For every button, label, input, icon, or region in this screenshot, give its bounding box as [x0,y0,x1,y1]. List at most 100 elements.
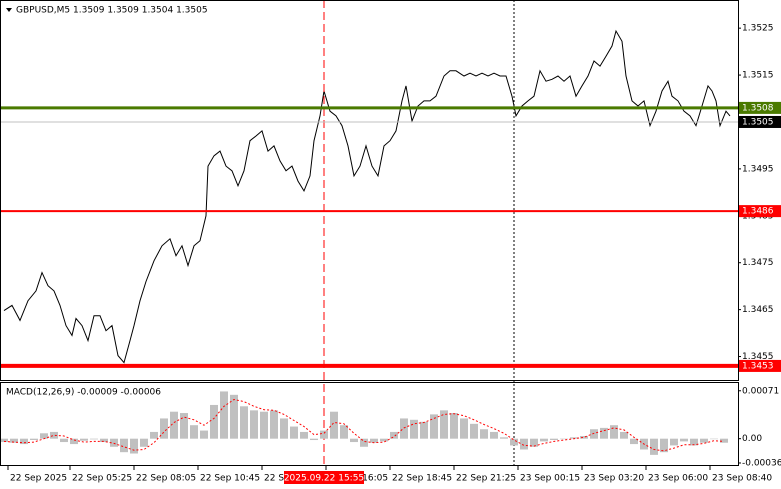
x-tick-label: 22 Sep 2025 [10,474,67,484]
price-level-box [739,115,781,128]
histogram-bar [290,426,298,439]
price-level-label: 1.3505 [742,117,774,127]
histogram-bar [460,418,468,439]
histogram-bar [270,410,278,439]
histogram-bar [590,429,598,439]
histogram-bar [330,411,338,439]
y-tick-label: 1.3515 [742,71,774,81]
histogram-bar [150,431,158,439]
macd-header: MACD(12,26,9) -0.00009 -0.00006 [6,388,161,398]
histogram-bar [680,438,688,442]
x-tick-label: 23 Sep 08:40 [712,474,772,484]
histogram-bar [130,438,138,454]
macd-frame [0,382,739,466]
histogram-bar [600,427,608,439]
y-tick-label: 1.3465 [742,305,774,315]
histogram-bar [430,414,438,439]
histogram-bar [440,410,448,439]
y-tick-label: 0.00 [742,434,762,444]
y-tick-label: 1.3525 [742,24,774,34]
histogram-bar [530,438,538,447]
crosshair-time-box [284,471,364,484]
x-tick-label: 22 Sep 18:45 [392,474,452,484]
histogram-bar [360,438,368,447]
x-tick-label: 22 Sep 08:05 [136,474,196,484]
histogram-bar [160,418,168,439]
x-tick-label: 22 Sep 10:45 [200,474,260,484]
price-level-box [739,205,781,218]
histogram-bar [490,431,498,439]
histogram-bar [260,411,268,439]
histogram-bar [110,438,118,447]
histogram-bar [310,438,318,441]
symbol-icon [6,8,12,12]
histogram-bar [380,438,388,442]
histogram-bar [20,438,28,445]
histogram-bar [170,411,178,439]
x-tick-label: 23 Sep 00:15 [520,474,580,484]
histogram-bar [620,431,628,439]
histogram-bar [280,418,288,439]
x-tick-label: 23 Sep 06:00 [648,474,708,484]
y-tick-label: 1.3475 [742,258,774,268]
histogram-bar [90,438,98,440]
histogram-bar [10,438,18,443]
price-level-box [739,359,781,372]
histogram-bar [70,438,78,445]
y-tick-label: 1.3455 [742,352,774,362]
histogram-bar [250,410,258,439]
signal-line [3,398,725,452]
price-level-box [739,101,781,114]
histogram-bar [240,406,248,439]
histogram-bar [30,438,38,441]
histogram-bar [140,438,148,447]
price-level-label: 1.3508 [742,103,774,113]
histogram-bar [720,438,728,443]
histogram-bar [0,438,8,443]
histogram-bar [320,430,328,439]
histogram-bar [50,431,58,439]
histogram-bar [480,429,488,439]
histogram-bar [40,433,48,439]
price-level-label: 1.3486 [742,207,774,217]
histogram-bar [690,438,698,446]
histogram-bar [350,438,358,443]
x-tick-label: 22 Sep 21:25 [456,474,516,484]
histogram-bar [400,418,408,439]
histogram-bar [550,438,558,441]
histogram-bar [420,421,428,439]
histogram-bar [120,438,128,453]
histogram-bar [570,437,578,439]
histogram-bar [80,438,88,441]
y-tick-label: 1.3495 [742,164,774,174]
histogram-bar [700,438,708,443]
histogram-bar [390,431,398,439]
histogram-bar [470,423,478,439]
histogram-bar [210,404,218,439]
histogram-bar [100,438,108,443]
histogram-bar [410,419,418,439]
histogram-bar [510,438,518,446]
histogram-bar [650,438,658,455]
histogram-bar [710,438,718,440]
price-frame [0,0,739,381]
histogram-bar [60,438,68,443]
histogram-bar [540,438,548,442]
crosshair-time-label: 2025.09.22 15:55 [284,474,364,484]
overlay: 2025.09.22 15:55 1.3505 1.3508 1.3486 1.3453 [284,101,781,484]
histogram-bar [520,438,528,450]
price-level-label: 1.3453 [742,361,774,371]
histogram-bar [560,438,568,440]
histogram-bar [610,425,618,439]
histogram-bar [500,437,508,439]
histogram-bar [450,413,458,439]
x-tick-label: 22 Sep 05:25 [72,474,132,484]
histogram-bar [220,391,228,439]
x-tick-label: 23 Sep 03:20 [584,474,644,484]
y-tick-label: 0.00071 [742,386,779,396]
histogram-bar [180,413,188,439]
histogram-bar [370,438,378,443]
